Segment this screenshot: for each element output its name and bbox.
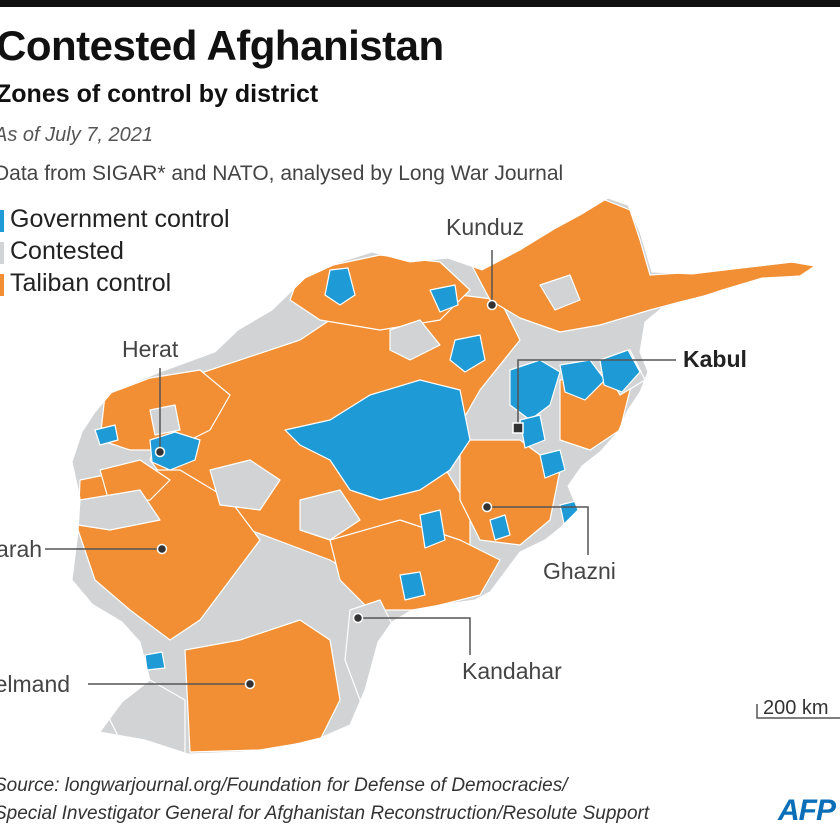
kabul-leader-line [517, 359, 676, 428]
legend-swatch-taliban [0, 274, 4, 296]
legend-label-government: Government control [10, 205, 230, 233]
scale-bar [756, 704, 840, 719]
government-zone-north-central [449, 334, 486, 373]
legend-swatch-contested [0, 242, 4, 264]
legend-label-taliban: Taliban control [10, 269, 172, 297]
data-source-note: Data from SIGAR* and NATO, analysed by L… [0, 162, 564, 185]
government-zone-uruzgan [419, 509, 446, 549]
country-outline [71, 197, 817, 755]
government-zone-north [429, 284, 459, 313]
taliban-zone-kandahar-north [329, 519, 501, 611]
government-zone-kandahar [399, 571, 426, 601]
government-zone-kabul-east [559, 359, 606, 401]
contested-patch-farah-north [209, 459, 281, 511]
contested-patch-north-central [389, 319, 441, 361]
city-markers [154, 299, 524, 690]
contested-patch-northeast [539, 274, 581, 311]
city-label-helmand: Helmand [0, 671, 71, 697]
city-label-herat: Herat [122, 336, 179, 362]
legend-swatch-government [0, 210, 4, 232]
source-note: Source: longwarjournal.org/Foundation fo… [0, 772, 649, 828]
afp-logo: AFP [778, 794, 836, 827]
kunduz-marker [486, 299, 498, 311]
government-zone-herat-west [94, 424, 119, 446]
government-zone-gardez [539, 449, 566, 479]
government-zones [94, 267, 641, 671]
control-zones [72, 198, 815, 754]
ghazni-marker [481, 501, 493, 513]
taliban-zone-helmand [184, 619, 341, 753]
city-label-kandahar: Kandahar [462, 658, 562, 684]
city-label-kunduz: Kunduz [446, 214, 525, 240]
kandahar-marker [352, 612, 364, 624]
source-line-2: Special Investigator General for Afghani… [0, 803, 650, 824]
taliban-zones [77, 198, 815, 753]
city-label-farah: Farah [0, 536, 43, 562]
city-label-kabul: Kabul [683, 346, 747, 372]
government-zone-helmand [144, 651, 166, 671]
map-subtitle: Zones of control by district [0, 80, 319, 108]
city-leader-lines [45, 250, 676, 685]
contested-patch-herat [149, 404, 181, 436]
kabul-marker [512, 422, 524, 434]
city-label-ghazni: Ghazni [543, 558, 616, 584]
date-label: As of July 7, 2021 [0, 124, 153, 146]
government-zone-herat [149, 431, 201, 471]
legend-label-contested: Contested [10, 237, 124, 265]
scale-label: 200 km [763, 697, 829, 719]
kandahar-leader-line [358, 617, 471, 655]
contested-patch-central [299, 489, 361, 541]
helmand-marker [244, 678, 256, 690]
farah-marker [156, 543, 168, 555]
herat-marker [154, 446, 166, 458]
government-zone-central [284, 379, 471, 501]
government-zone-north-west [324, 267, 356, 306]
government-zone-south-kabul [519, 414, 546, 449]
government-zone-ghazni [489, 514, 511, 541]
map-title: Contested Afghanistan [0, 22, 444, 69]
ghazni-leader-line [487, 506, 589, 555]
top-rule [0, 0, 840, 7]
source-line-1: Source: longwarjournal.org/Foundation fo… [0, 775, 568, 796]
